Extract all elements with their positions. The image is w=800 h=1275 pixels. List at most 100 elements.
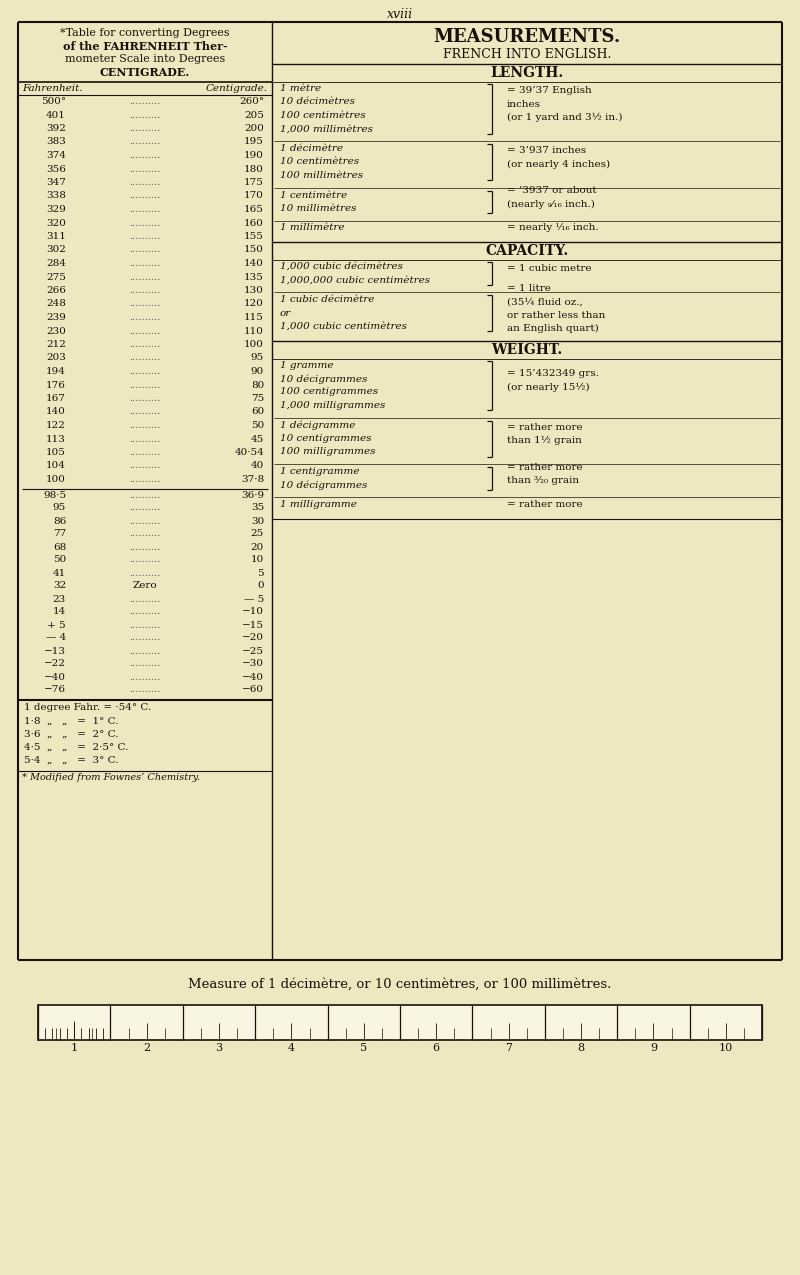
Text: 5·4  „   „   =  3° C.: 5·4 „ „ = 3° C. bbox=[24, 756, 118, 765]
Text: ..........: .......... bbox=[130, 634, 161, 643]
Text: 0: 0 bbox=[258, 581, 264, 590]
Text: 100: 100 bbox=[244, 340, 264, 349]
Text: ..........: .......... bbox=[130, 179, 161, 187]
Text: 275: 275 bbox=[46, 273, 66, 282]
Text: ..........: .......... bbox=[130, 556, 161, 565]
Text: −76: −76 bbox=[44, 686, 66, 695]
Text: or: or bbox=[280, 309, 291, 317]
Text: Fahrenheit.: Fahrenheit. bbox=[22, 84, 82, 93]
Text: Measure of 1 décimètre, or 10 centimètres, or 100 millimètres.: Measure of 1 décimètre, or 10 centimètre… bbox=[188, 978, 612, 991]
Text: 248: 248 bbox=[46, 300, 66, 309]
Text: than ³⁄₂₀ grain: than ³⁄₂₀ grain bbox=[507, 476, 579, 484]
Text: 75: 75 bbox=[250, 394, 264, 403]
Text: 167: 167 bbox=[46, 394, 66, 403]
Text: ..........: .......... bbox=[130, 218, 161, 227]
Text: ..........: .......... bbox=[130, 504, 161, 513]
Text: 1 gramme: 1 gramme bbox=[280, 361, 334, 370]
Text: 41: 41 bbox=[53, 569, 66, 578]
Text: ..........: .......... bbox=[130, 476, 161, 484]
Text: ..........: .......... bbox=[130, 150, 161, 159]
Text: FRENCH INTO ENGLISH.: FRENCH INTO ENGLISH. bbox=[443, 48, 611, 61]
Text: 1 millimètre: 1 millimètre bbox=[280, 223, 345, 232]
Text: (or 1 yard and 3½ in.): (or 1 yard and 3½ in.) bbox=[507, 113, 622, 122]
Text: −22: −22 bbox=[44, 659, 66, 668]
Text: 100 centimètres: 100 centimètres bbox=[280, 111, 366, 120]
Text: 86: 86 bbox=[53, 516, 66, 525]
Text: 5: 5 bbox=[360, 1043, 367, 1053]
Text: 266: 266 bbox=[46, 286, 66, 295]
Text: 4: 4 bbox=[288, 1043, 295, 1053]
Text: ..........: .......... bbox=[130, 111, 161, 120]
Text: 500°: 500° bbox=[41, 97, 66, 106]
Text: ..........: .......... bbox=[130, 273, 161, 282]
Text: 140: 140 bbox=[244, 259, 264, 268]
Text: 6: 6 bbox=[433, 1043, 440, 1053]
Text: ..........: .......... bbox=[130, 491, 161, 500]
Text: 10 centigrammes: 10 centigrammes bbox=[280, 434, 371, 442]
Text: 347: 347 bbox=[46, 179, 66, 187]
Text: ..........: .......... bbox=[130, 259, 161, 268]
Text: ..........: .......... bbox=[130, 394, 161, 403]
Text: 10 centimètres: 10 centimètres bbox=[280, 158, 359, 167]
Text: 1: 1 bbox=[70, 1043, 78, 1053]
Text: 100 centigrammes: 100 centigrammes bbox=[280, 388, 378, 397]
Text: −60: −60 bbox=[242, 686, 264, 695]
Text: Zero: Zero bbox=[133, 581, 158, 590]
Text: 20: 20 bbox=[250, 542, 264, 552]
Text: ..........: .......... bbox=[130, 621, 161, 630]
Text: 1 mètre: 1 mètre bbox=[280, 84, 321, 93]
Text: xviii: xviii bbox=[387, 8, 413, 20]
Text: −25: −25 bbox=[242, 646, 264, 655]
Text: 338: 338 bbox=[46, 191, 66, 200]
Text: (35¼ fluid oz.,: (35¼ fluid oz., bbox=[507, 297, 582, 306]
Text: = 1 cubic metre: = 1 cubic metre bbox=[507, 264, 591, 273]
Text: ..........: .......... bbox=[130, 646, 161, 655]
Text: ..........: .......... bbox=[130, 191, 161, 200]
Text: 150: 150 bbox=[244, 246, 264, 255]
Text: 374: 374 bbox=[46, 150, 66, 159]
Text: 230: 230 bbox=[46, 326, 66, 335]
Text: 98·5: 98·5 bbox=[43, 491, 66, 500]
Text: 3·6  „   „   =  2° C.: 3·6 „ „ = 2° C. bbox=[24, 729, 118, 738]
Text: 95: 95 bbox=[250, 353, 264, 362]
Text: 32: 32 bbox=[53, 581, 66, 590]
Text: 45: 45 bbox=[250, 435, 264, 444]
Text: 36·9: 36·9 bbox=[241, 491, 264, 500]
Text: 284: 284 bbox=[46, 259, 66, 268]
Text: −40: −40 bbox=[44, 672, 66, 682]
Text: 3: 3 bbox=[215, 1043, 222, 1053]
Bar bbox=[38, 1005, 762, 1040]
Text: 25: 25 bbox=[250, 529, 264, 538]
Text: 356: 356 bbox=[46, 164, 66, 173]
Text: 195: 195 bbox=[244, 138, 264, 147]
Text: 10 décigrammes: 10 décigrammes bbox=[280, 481, 367, 490]
Text: (or nearly 15½): (or nearly 15½) bbox=[507, 382, 590, 393]
Text: 90: 90 bbox=[250, 367, 264, 376]
Text: ..........: .......... bbox=[130, 435, 161, 444]
Text: 1 degree Fahr. = ·54° C.: 1 degree Fahr. = ·54° C. bbox=[24, 704, 151, 713]
Text: 80: 80 bbox=[250, 380, 264, 389]
Text: 104: 104 bbox=[46, 462, 66, 470]
Text: 130: 130 bbox=[244, 286, 264, 295]
Text: 10: 10 bbox=[250, 556, 264, 565]
Text: 175: 175 bbox=[244, 179, 264, 187]
Text: 4·5  „   „   =  2·5° C.: 4·5 „ „ = 2·5° C. bbox=[24, 742, 128, 751]
Text: 100: 100 bbox=[46, 476, 66, 484]
Text: or rather less than: or rather less than bbox=[507, 311, 606, 320]
Text: 68: 68 bbox=[53, 542, 66, 552]
Text: MEASUREMENTS.: MEASUREMENTS. bbox=[434, 28, 621, 46]
Text: 50: 50 bbox=[250, 421, 264, 430]
Text: 1 milligramme: 1 milligramme bbox=[280, 500, 357, 509]
Text: 205: 205 bbox=[244, 111, 264, 120]
Text: ..........: .......... bbox=[130, 529, 161, 538]
Text: 10 millimètres: 10 millimètres bbox=[280, 204, 357, 213]
Text: + 5: + 5 bbox=[47, 621, 66, 630]
Text: ..........: .......... bbox=[130, 124, 161, 133]
Text: WEIGHT.: WEIGHT. bbox=[491, 343, 562, 357]
Text: 176: 176 bbox=[46, 380, 66, 389]
Text: = 1 litre: = 1 litre bbox=[507, 284, 551, 293]
Text: 35: 35 bbox=[250, 504, 264, 513]
Text: 1,000 millimètres: 1,000 millimètres bbox=[280, 125, 373, 134]
Text: 1 cubic décimètre: 1 cubic décimètre bbox=[280, 295, 374, 303]
Text: 50: 50 bbox=[53, 556, 66, 565]
